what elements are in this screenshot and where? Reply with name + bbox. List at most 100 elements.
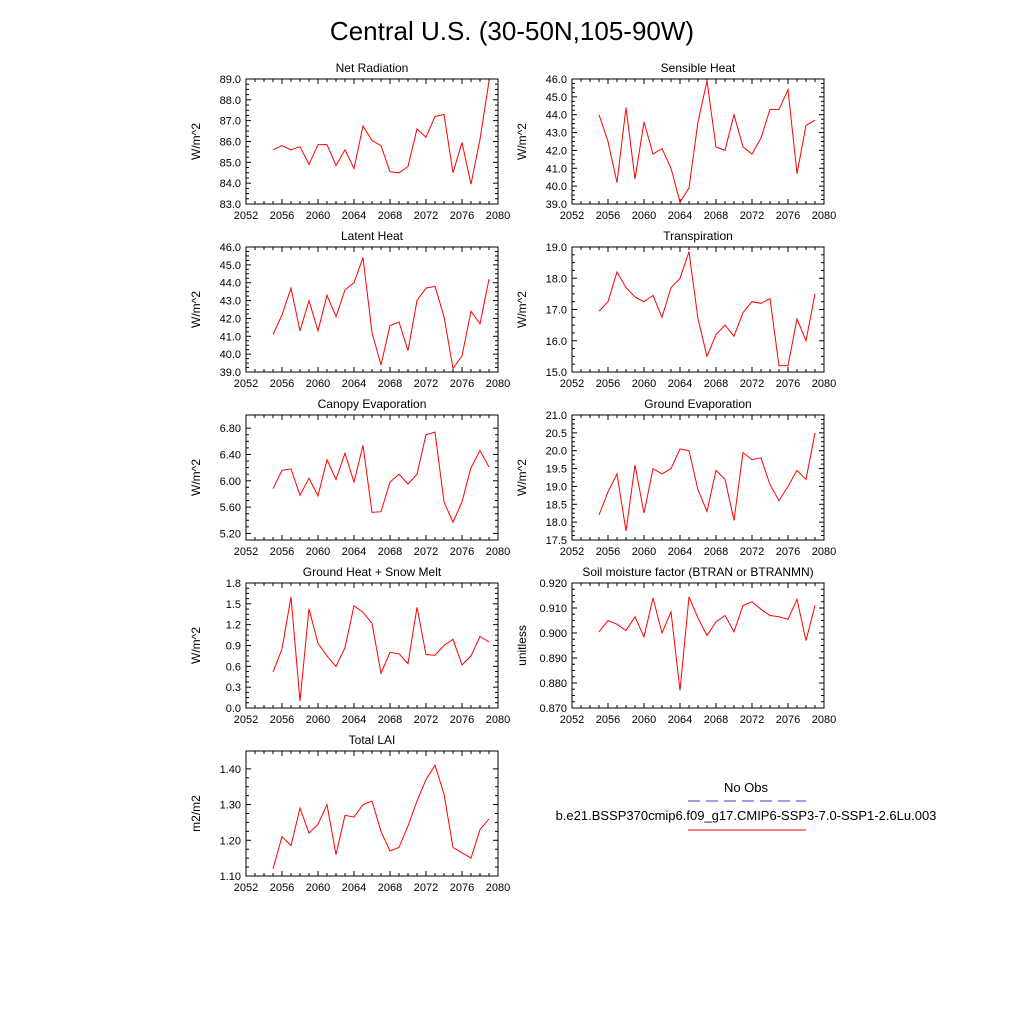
- chart-panel: Transpiration W/m^2 2052 2056 2060 2064 2068 20…: [515, 229, 836, 390]
- y-tick-label: 0.920: [539, 578, 567, 590]
- y-tick-label: 1.8: [226, 578, 241, 590]
- chart-panel: Net Radiation W/m^2 2052 2056 2060 2064 2068 20…: [189, 61, 510, 222]
- panel-title: Net Radiation: [336, 61, 409, 75]
- x-tick-label: 2076: [776, 714, 800, 726]
- y-tick-label: 18.0: [546, 517, 567, 529]
- series-line: [272, 764, 490, 870]
- y-tick-label: 42.0: [220, 313, 241, 325]
- x-tick-label: 2072: [414, 546, 438, 558]
- y-tick-label: 19.5: [546, 464, 567, 476]
- y-tick-label: 1.10: [220, 871, 241, 883]
- y-tick-label: 6.80: [220, 423, 241, 435]
- plot-frame: [245, 78, 499, 205]
- y-tick-label: 46.0: [546, 74, 567, 86]
- y-tick-label: 0.3: [226, 682, 241, 694]
- y-axis-label: W/m^2: [189, 291, 203, 328]
- y-tick-label: 1.30: [220, 800, 241, 812]
- chart-panels: Net Radiation W/m^2 2052 2056 2060 2064 2068 20…: [189, 61, 836, 894]
- x-tick-label: 2072: [414, 714, 438, 726]
- x-tick-label: 2064: [668, 378, 692, 390]
- x-tick-label: 2080: [812, 210, 836, 222]
- x-tick-label: 2064: [668, 714, 692, 726]
- x-tick-label: 2076: [776, 210, 800, 222]
- x-tick-label: 2052: [560, 378, 584, 390]
- x-tick-label: 2056: [270, 210, 294, 222]
- x-tick-label: 2060: [306, 546, 330, 558]
- y-tick-label: 41.0: [220, 331, 241, 343]
- panel-title: Total LAI: [349, 733, 396, 747]
- series-line: [598, 251, 816, 367]
- y-tick-label: 19.0: [546, 242, 567, 254]
- x-tick-label: 2080: [486, 546, 510, 558]
- y-tick-label: 20.0: [546, 446, 567, 458]
- y-tick-label: 17.5: [546, 535, 567, 547]
- panel-title: Latent Heat: [341, 229, 404, 243]
- y-tick-label: 0.0: [226, 703, 241, 715]
- x-tick-label: 2072: [414, 882, 438, 894]
- y-tick-label: 43.0: [220, 296, 241, 308]
- x-tick-label: 2060: [306, 210, 330, 222]
- plot-frame: [571, 414, 825, 541]
- x-tick-label: 2068: [704, 546, 728, 558]
- y-tick-label: 0.890: [539, 653, 567, 665]
- x-tick-label: 2076: [776, 378, 800, 390]
- x-tick-label: 2052: [234, 882, 258, 894]
- x-tick-label: 2068: [704, 378, 728, 390]
- y-tick-label: 0.870: [539, 703, 567, 715]
- y-tick-label: 0.880: [539, 678, 567, 690]
- x-tick-label: 2072: [740, 714, 764, 726]
- y-tick-label: 88.0: [220, 95, 241, 107]
- x-tick-label: 2068: [378, 210, 402, 222]
- x-tick-label: 2052: [560, 210, 584, 222]
- plot-frame: [571, 246, 825, 373]
- y-tick-label: 44.0: [220, 278, 241, 290]
- y-tick-label: 19.0: [546, 481, 567, 493]
- x-tick-label: 2052: [560, 714, 584, 726]
- x-tick-label: 2056: [596, 210, 620, 222]
- legend-obs-label: No Obs: [724, 780, 769, 795]
- y-tick-label: 85.0: [220, 157, 241, 169]
- x-tick-label: 2056: [270, 546, 294, 558]
- x-tick-label: 2068: [704, 210, 728, 222]
- x-tick-label: 2068: [378, 714, 402, 726]
- y-tick-label: 5.60: [220, 502, 241, 514]
- y-axis-label: W/m^2: [189, 627, 203, 664]
- panel-title: Sensible Heat: [661, 61, 736, 75]
- x-tick-label: 2060: [632, 546, 656, 558]
- x-tick-label: 2056: [596, 546, 620, 558]
- chart-panel: Ground Heat + Snow Melt W/m^2 2052 2056 2060…: [189, 565, 510, 726]
- x-tick-label: 2076: [776, 546, 800, 558]
- x-tick-label: 2056: [270, 882, 294, 894]
- x-tick-label: 2064: [342, 378, 366, 390]
- x-tick-label: 2076: [450, 378, 474, 390]
- x-tick-label: 2056: [270, 714, 294, 726]
- y-tick-label: 20.5: [546, 428, 567, 440]
- y-tick-label: 15.0: [546, 367, 567, 379]
- y-tick-label: 18.0: [546, 273, 567, 285]
- y-tick-label: 87.0: [220, 116, 241, 128]
- y-tick-label: 1.40: [220, 764, 241, 776]
- panel-title: Soil moisture factor (BTRAN or BTRANMN): [582, 565, 813, 579]
- y-tick-label: 17.0: [546, 305, 567, 317]
- x-tick-label: 2064: [668, 546, 692, 558]
- x-tick-label: 2080: [812, 714, 836, 726]
- series-line: [272, 596, 490, 702]
- x-tick-label: 2072: [740, 210, 764, 222]
- x-tick-label: 2072: [414, 210, 438, 222]
- x-tick-label: 2052: [234, 210, 258, 222]
- x-tick-label: 2068: [704, 714, 728, 726]
- x-tick-label: 2056: [596, 714, 620, 726]
- x-tick-label: 2080: [486, 378, 510, 390]
- x-tick-label: 2072: [740, 546, 764, 558]
- y-tick-label: 6.40: [220, 449, 241, 461]
- plot-frame: [245, 582, 499, 709]
- y-tick-label: 40.0: [546, 181, 567, 193]
- chart-panel: Latent Heat W/m^2 2052 2056 2060 2064 2068 2072…: [189, 229, 510, 390]
- y-axis-label: W/m^2: [189, 459, 203, 496]
- y-tick-label: 6.00: [220, 476, 241, 488]
- x-tick-label: 2068: [378, 546, 402, 558]
- y-tick-label: 0.6: [226, 661, 241, 673]
- panel-title: Ground Evaporation: [644, 397, 751, 411]
- y-tick-label: 39.0: [546, 199, 567, 211]
- y-tick-label: 45.0: [546, 92, 567, 104]
